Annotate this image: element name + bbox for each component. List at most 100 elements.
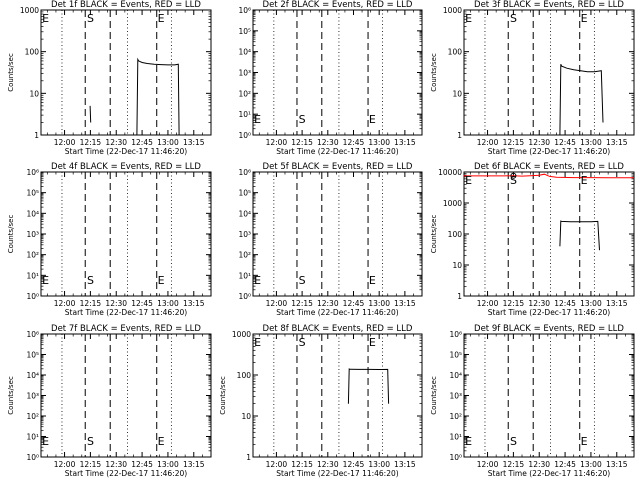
- x-tick-label: 12:00: [54, 138, 76, 147]
- panel-det-8: Det 8f BLACK = Events, RED = LLD 1 10 100 10…: [219, 324, 423, 478]
- y-tick-label: 1: [457, 292, 462, 301]
- marker-s: S: [299, 274, 306, 287]
- x-tick-label: 13:15: [183, 138, 205, 147]
- y-tick-label: 10²: [238, 89, 251, 98]
- y-tick-label: 10⁵: [26, 351, 39, 360]
- plot-frame: [40, 333, 212, 458]
- x-tick-label: 12:45: [131, 299, 153, 308]
- x-tick-label: 12:00: [266, 460, 288, 469]
- x-tick-label: 12:15: [503, 299, 525, 308]
- y-tick-label: 10¹: [238, 110, 251, 119]
- x-tick-label: 12:45: [343, 460, 365, 469]
- x-tick-label: 13:00: [580, 138, 602, 147]
- x-tick-label: 13:15: [183, 460, 205, 469]
- plot-frame: [463, 171, 635, 297]
- plot-frame: [252, 9, 423, 136]
- x-tick-label: 13:00: [368, 460, 390, 469]
- x-tick-label: 12:30: [317, 138, 339, 147]
- plot-frame: [40, 171, 212, 297]
- marker-e: E: [254, 336, 261, 349]
- y-tick-label: 10⁴: [449, 371, 462, 380]
- y-tick-label: 10⁰: [449, 453, 462, 462]
- panel-title: Det 3f BLACK = Events, RED = LLD: [474, 0, 624, 10]
- marker-e: E: [581, 435, 588, 448]
- marker-s: S: [510, 435, 517, 448]
- x-tick-label: 12:15: [291, 138, 313, 147]
- y-tick-label: 10⁶: [449, 330, 462, 339]
- x-tick-label: 12:45: [131, 460, 153, 469]
- panel-det-1: Det 1f BLACK = Events, RED = LLD 1 10 100 10…: [7, 0, 212, 156]
- y-axis-label: Counts/sec: [7, 376, 15, 415]
- plot-frame: [252, 171, 423, 297]
- y-tick-label: 1000: [232, 330, 251, 339]
- x-tick-label: 12:15: [503, 460, 525, 469]
- y-tick-label: 1: [457, 131, 462, 140]
- y-tick-label: 1: [34, 131, 39, 140]
- x-tick-label: 12:45: [554, 138, 576, 147]
- x-tick-label: 12:15: [80, 138, 102, 147]
- marker-e: E: [254, 274, 261, 287]
- marker-e: E: [158, 12, 165, 25]
- marker-e: E: [369, 274, 376, 287]
- y-axis-label: Counts/sec: [430, 53, 438, 92]
- events-series-line: [559, 220, 600, 251]
- y-tick-label: 10⁴: [238, 48, 251, 57]
- y-tick-label: 10⁴: [26, 209, 39, 218]
- x-tick-label: 12:45: [131, 138, 153, 147]
- panel-title: Det 2f BLACK = Events, RED = LLD: [263, 0, 413, 10]
- x-tick-label: 12:00: [477, 460, 499, 469]
- plot-frame: [463, 9, 635, 136]
- plot-frame: [463, 333, 635, 458]
- y-tick-label: 100: [25, 48, 40, 57]
- x-tick-label: 13:00: [157, 460, 179, 469]
- marker-e: E: [42, 274, 49, 287]
- y-tick-label: 10⁶: [238, 6, 251, 15]
- marker-s: S: [87, 12, 94, 25]
- y-tick-label: 100: [448, 230, 463, 239]
- y-tick-label: 1000: [443, 199, 462, 208]
- plot-frame: [252, 333, 423, 458]
- panel-det-6: Det 6f BLACK = Events, RED = LLD 1 10 100 10…: [430, 162, 635, 317]
- y-tick-label: 100: [237, 371, 252, 380]
- x-axis-label: Start Time (22-Dec-17 11:46:20): [488, 147, 610, 156]
- y-tick-label: 10⁵: [449, 351, 462, 360]
- marker-e: E: [254, 113, 261, 126]
- x-tick-label: 12:15: [503, 138, 525, 147]
- x-tick-label: 12:00: [266, 299, 288, 308]
- y-tick-label: 10³: [238, 69, 251, 78]
- x-tick-label: 12:30: [317, 299, 339, 308]
- panel-title: Det 9f BLACK = Events, RED = LLD: [474, 324, 624, 334]
- y-tick-label: 10⁵: [238, 27, 251, 36]
- x-tick-label: 12:00: [266, 138, 288, 147]
- y-tick-label: 10: [241, 412, 251, 421]
- x-tick-label: 12:30: [105, 460, 127, 469]
- marker-s: S: [87, 435, 94, 448]
- x-tick-label: 13:00: [157, 299, 179, 308]
- panel-title: Det 6f BLACK = Events, RED = LLD: [474, 162, 624, 172]
- x-tick-label: 13:15: [606, 460, 628, 469]
- y-tick-label: 1000: [20, 6, 39, 15]
- marker-e: E: [369, 336, 376, 349]
- y-tick-label: 10⁴: [26, 371, 39, 380]
- marker-s: S: [87, 274, 94, 287]
- events-series-line: [136, 57, 180, 136]
- x-tick-label: 12:30: [317, 460, 339, 469]
- panel-det-7: Det 7f BLACK = Events, RED = LLD 10⁰ 10¹ 10…: [7, 324, 212, 478]
- x-tick-label: 12:00: [477, 138, 499, 147]
- plot-frame: [40, 9, 212, 136]
- panel-det-5: Det 5f BLACK = Events, RED = LLD 10⁰ 10¹ 10…: [238, 162, 423, 317]
- y-tick-label: 10⁵: [238, 189, 251, 198]
- x-tick-label: 12:30: [105, 138, 127, 147]
- marker-e: E: [581, 12, 588, 25]
- y-tick-label: 10⁶: [238, 168, 251, 177]
- x-axis-label: Start Time (22-Dec-17 11:46:20): [276, 469, 398, 478]
- x-tick-label: 13:15: [183, 299, 205, 308]
- marker-e: E: [42, 12, 49, 25]
- y-tick-label: 10: [452, 89, 462, 98]
- y-tick-label: 1: [246, 453, 251, 462]
- x-tick-label: 13:00: [368, 138, 390, 147]
- x-tick-label: 13:15: [606, 138, 628, 147]
- y-tick-label: 10⁶: [26, 168, 39, 177]
- x-tick-label: 12:30: [528, 299, 550, 308]
